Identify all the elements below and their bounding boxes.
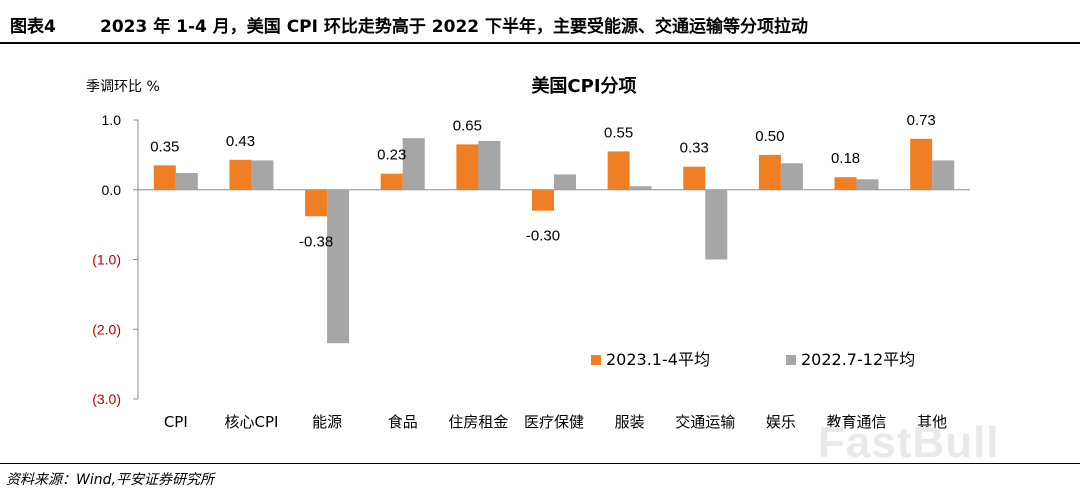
bar-2022-6 [554,174,576,190]
bar-2022-11 [932,160,955,190]
x-tick-label: 其他 [917,413,947,431]
y-tick-label: (1.0) [92,252,121,268]
x-tick-label: 交通运输 [675,413,735,431]
y-tick-label: 0.0 [102,182,122,198]
bar-2023-1 [153,165,176,190]
data-label: 0.18 [831,150,860,167]
bar-2023-6 [532,189,554,211]
bar-2023-10 [834,177,857,190]
bar-2023-9 [758,154,781,190]
figure-title: 2023 年 1-4 月，美国 CPI 环比走势高于 2022 下半年，主要受能… [100,17,809,37]
bar-2023-11 [910,138,933,190]
bar-2023-5 [456,144,479,190]
data-label: 0.50 [755,128,784,145]
x-tick-label: 教育通信 [827,413,887,431]
bar-2022-10 [856,179,879,190]
data-label: 0.35 [150,138,179,155]
data-label: 0.55 [604,124,633,141]
data-label: -0.30 [526,228,560,245]
chart-title: 美国CPI分项 [531,75,636,97]
bar-2023-2 [229,159,252,190]
bar-2022-3 [327,189,350,344]
footer-rule [0,463,1080,464]
bar-2022-9 [780,163,803,190]
x-tick-label: 娱乐 [766,413,796,431]
source-note: 资料来源：Wind,平安证券研究所 [6,472,214,488]
y-tick-label: (3.0) [92,391,121,407]
bar-2022-7 [629,186,652,190]
y-axis-label: 季调环比 % [86,79,160,95]
x-tick-label: 住房租金 [448,413,508,431]
watermark-logo: FastBull [818,418,1000,467]
legend-swatch-2023 [591,355,601,365]
bar-2023-4 [380,173,403,190]
bar-2022-4 [402,138,425,190]
data-label: 0.65 [453,117,482,134]
data-label: 0.33 [680,140,709,157]
cpi-component-chart: 美国CPI分项 季调环比 % 1.0 0.0 (1.0) (2.0) (3.0) 0.35 CP… [86,75,970,431]
figure-header: 图表4 2023 年 1-4 月，美国 CPI 环比走势高于 2022 下半年，… [0,0,1080,44]
x-tick-label: 核心CPI [224,413,278,431]
bar-2023-3 [305,189,328,217]
data-label: 0.23 [377,147,406,164]
data-label: 0.73 [907,112,936,129]
y-tick-label: (2.0) [92,321,121,337]
y-tick-label: 1.0 [102,112,122,128]
x-tick-label: 能源 [312,413,342,431]
data-label: -0.38 [299,233,333,250]
bar-2022-5 [478,140,501,190]
legend-label-2023: 2023.1-4平均 [606,350,710,369]
legend-swatch-2022 [786,355,796,365]
x-tick-label: 医疗保健 [524,413,584,431]
x-tick-label: CPI [164,413,188,431]
bar-2022-8 [705,189,728,260]
x-tick-label: 食品 [388,413,418,431]
x-tick-label: 服装 [615,413,645,431]
bar-2022-1 [175,173,198,190]
data-label: 0.43 [226,133,255,150]
header-rule [0,42,1080,44]
bar-2023-8 [683,166,706,190]
bar-2023-7 [607,151,630,190]
legend-label-2022: 2022.7-12平均 [801,350,915,369]
figure-number: 图表4 [10,17,56,37]
bar-2022-2 [251,160,274,190]
